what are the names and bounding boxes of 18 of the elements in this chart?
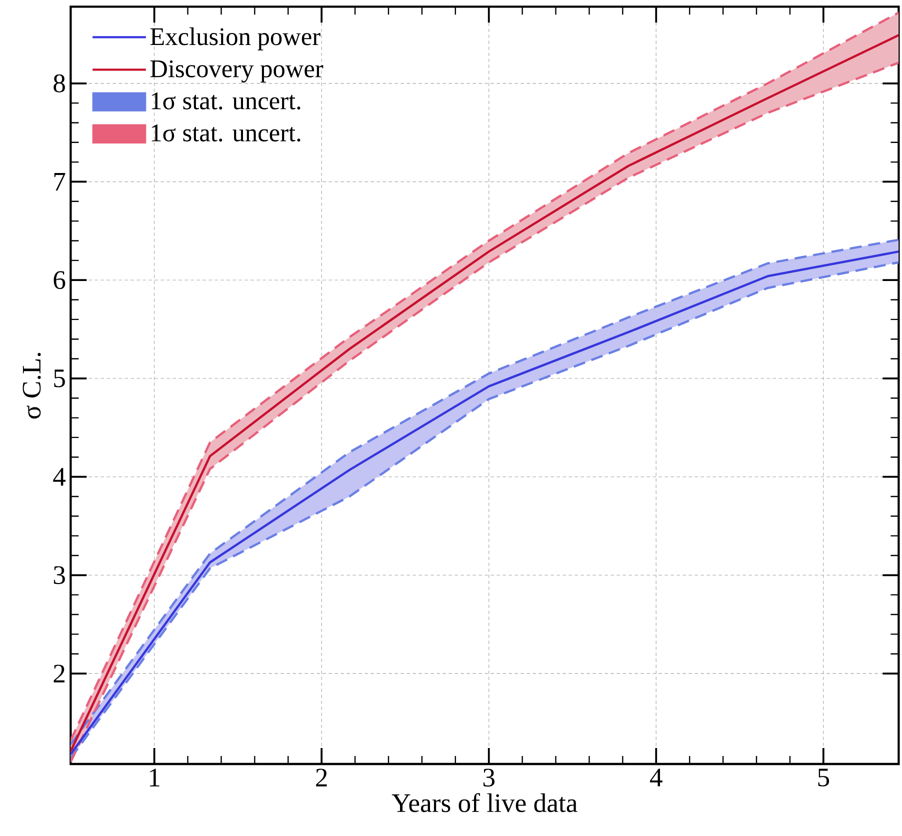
- x-axis-title: Years of live data: [392, 793, 578, 812]
- x-tick-label: 2: [316, 768, 327, 786]
- y-tick-label: 4: [53, 468, 66, 486]
- legend-label: Exclusion power: [150, 27, 320, 50]
- y-axis-title: σ C.L.: [22, 352, 41, 419]
- x-tick-label: 5: [818, 768, 830, 786]
- y-tick-label: 2: [54, 664, 64, 682]
- y-tick-label: 8: [54, 74, 65, 92]
- y-tick-label: 7: [54, 173, 66, 190]
- y-tick-label: 5: [54, 370, 65, 388]
- x-tick-label: 1: [150, 768, 160, 786]
- x-tick-label: 4: [650, 768, 662, 786]
- legend-label: 1σ stat. uncert.: [152, 92, 300, 110]
- x-tick-label: 3: [483, 768, 494, 787]
- legend-label: 1σ stat. uncert.: [152, 124, 300, 142]
- legend-label: Discovery power: [150, 60, 324, 83]
- y-tick-label: 3: [54, 566, 65, 584]
- y-tick-label: 6: [54, 271, 66, 290]
